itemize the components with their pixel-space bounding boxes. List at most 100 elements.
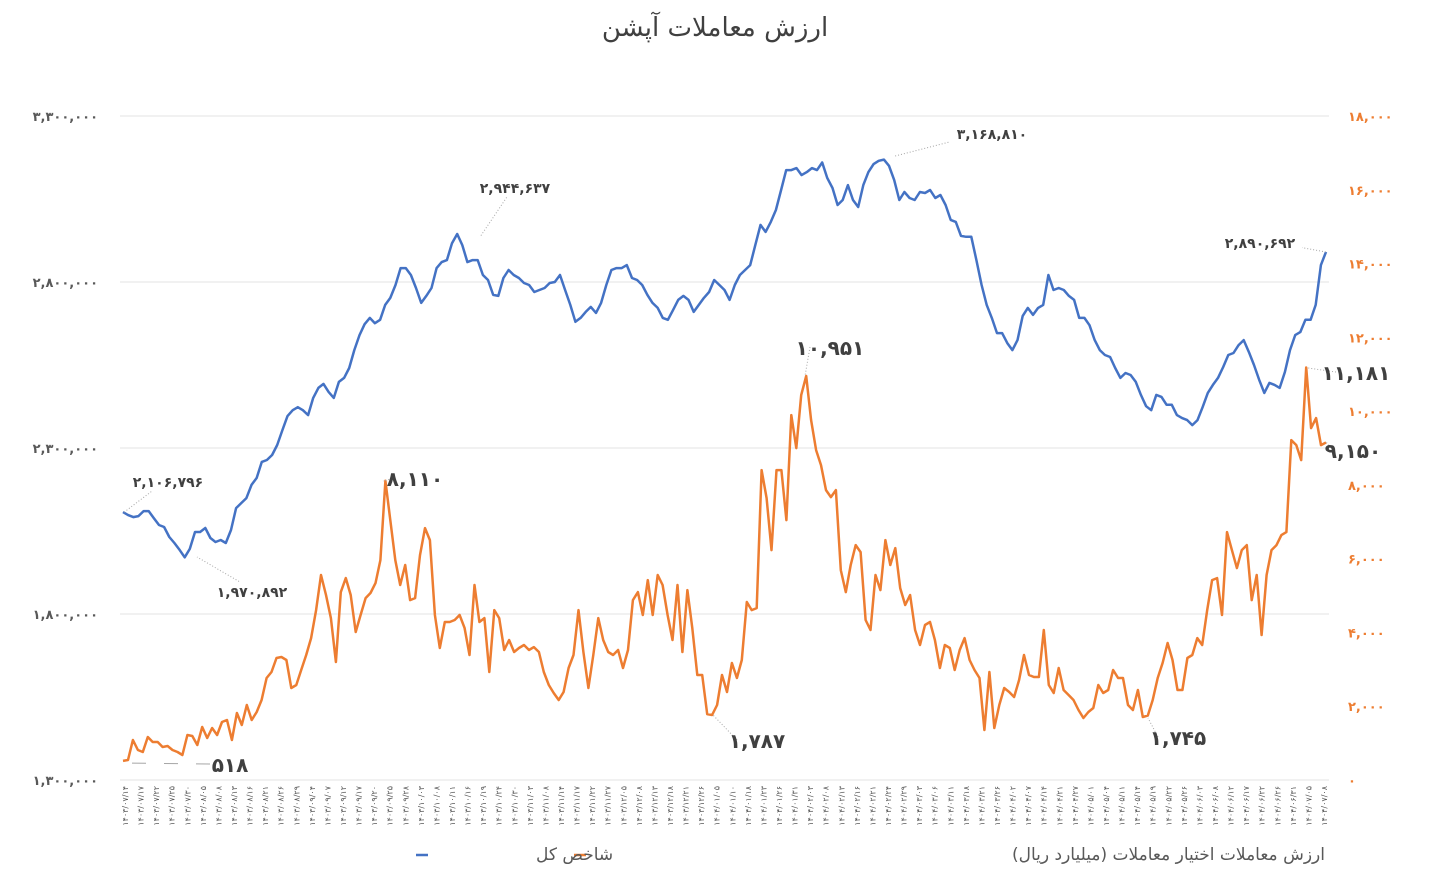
- data-label-bg: [126, 472, 210, 491]
- x-tick-label: ۱۴۰۴/۰۲/۲۹: [900, 786, 909, 826]
- x-tick-label: ۱۴۰۴/۰۵/۲۶: [1180, 786, 1189, 826]
- x-tick-label: ۱۴۰۴/۰۴/۱۴: [1040, 786, 1049, 826]
- x-tick-label: ۱۴۰۳/۱۱/۰۸: [541, 785, 550, 825]
- data-label-option-value: ۹,۱۵۰: [1325, 439, 1381, 463]
- x-tick-label: ۱۴۰۴/۰۳/۰۶: [931, 786, 940, 826]
- data-label-option-value: ۱۰,۹۵۱: [796, 336, 865, 360]
- data-label-option-value: ۱,۷۴۵: [1150, 726, 1206, 750]
- data-labels: ۲,۱۰۶,۷۹۶ ۱,۹۷۰,۸۹۲ ۲,۹۴۴,۶۳۷ ۳,۱۶۸,۸۱۰ ۲,۸۹…: [122, 124, 1391, 777]
- left-tick-label: ۲,۸۰۰,۰۰۰: [33, 276, 98, 291]
- x-tick-label: ۱۴۰۴/۰۵/۱۱: [1118, 786, 1127, 826]
- legend-label-index: شاخص کل: [536, 845, 613, 865]
- x-tick-label: ۱۴۰۳/۰۷/۱۴: [121, 786, 130, 826]
- x-tick-label: ۱۴۰۳/۰۸/۱۳: [230, 785, 239, 825]
- x-tick-label: ۱۴۰۴/۰۱/۳۱: [791, 786, 800, 826]
- right-tick-label: ۴,۰۰۰: [1348, 626, 1385, 641]
- x-tick-label: ۱۴۰۴/۰۲/۲۱: [868, 786, 877, 826]
- x-tick-label: ۱۴۰۳/۰۹/۰۷: [323, 785, 332, 825]
- x-tick-label: ۱۴۰۴/۰۵/۱۹: [1149, 786, 1158, 826]
- gridlines: [120, 115, 1329, 781]
- data-label-option-value: ۱۱,۱۸۱: [1322, 361, 1391, 385]
- x-tick-label: ۱۴۰۴/۰۳/۲۶: [993, 786, 1002, 826]
- x-tick-label: ۱۴۰۳/۱۲/۰۵: [619, 786, 628, 826]
- x-tick-label: ۱۴۰۴/۰۴/۲۷: [1071, 785, 1080, 825]
- x-tick-label: ۱۴۰۳/۰۹/۲۵: [386, 786, 395, 826]
- data-label-option-value: ۱,۷۸۷: [729, 729, 785, 753]
- x-tick-label: ۱۴۰۳/۱۰/۱۱: [448, 786, 457, 826]
- x-tick-label: ۱۴۰۴/۰۱/۱۸: [744, 785, 753, 825]
- x-tick-label: ۱۴۰۴/۰۴/۲۱: [1055, 786, 1064, 826]
- x-tick-label: ۱۴۰۳/۱۲/۲۶: [697, 786, 706, 826]
- x-tick-label: ۱۴۰۳/۰۷/۲۵: [168, 786, 177, 826]
- data-label-option-value: ۵۱۸: [212, 753, 249, 777]
- x-tick-label: ۱۴۰۴/۰۶/۱۷: [1242, 785, 1251, 825]
- right-tick-label: ۲,۰۰۰: [1348, 700, 1385, 715]
- left-tick-label: ۳,۳۰۰,۰۰۰: [33, 110, 98, 125]
- right-tick-label: ۶,۰۰۰: [1348, 553, 1385, 568]
- x-tick-label: ۱۴۰۳/۱۰/۱۹: [479, 786, 488, 826]
- x-tick-label: ۱۴۰۴/۰۶/۳۱: [1289, 786, 1298, 826]
- x-tick-label: ۱۴۰۳/۱۱/۲۷: [604, 785, 613, 825]
- series-group: [122, 158, 1328, 763]
- x-tick-label: ۱۴۰۴/۰۱/۲۶: [775, 786, 784, 826]
- x-tick-label: ۱۴۰۴/۰۴/۰۲: [1009, 786, 1018, 826]
- data-label-leader: [1147, 717, 1159, 738]
- x-tick-label: ۱۴۰۳/۱۲/۰۸: [635, 785, 644, 825]
- x-tick-label: ۱۴۰۳/۰۹/۱۷: [355, 785, 364, 825]
- x-tick-label: ۱۴۰۴/۰۶/۲۲: [1258, 786, 1267, 826]
- x-tick-label: ۱۴۰۳/۱۰/۱۶: [464, 786, 473, 826]
- legend-label-option-value: ارزش معاملات اختیار معاملات (میلیارد ریا…: [1012, 845, 1325, 865]
- right-axis: ۰ ۲,۰۰۰ ۴,۰۰۰ ۶,۰۰۰ ۸,۰۰۰ ۱۰,۰۰۰ ۱۲,۰۰۰ ۱۴,۰۰۰ ۱…: [1348, 110, 1393, 789]
- data-label-leader: [804, 346, 811, 377]
- x-tick-label: ۱۴۰۳/۱۲/۱۳: [650, 785, 659, 825]
- x-tick-label: ۱۴۰۴/۰۱/۰۵: [713, 786, 722, 826]
- x-tick-label: ۱۴۰۳/۰۹/۰۴: [308, 786, 317, 826]
- x-tick-label: ۱۴۰۳/۱۲/۱۸: [666, 785, 675, 825]
- data-label-index: ۳,۱۶۸,۸۱۰: [957, 127, 1027, 143]
- x-tick-label: ۱۴۰۳/۰۸/۲۶: [277, 786, 286, 826]
- data-label-bg: [210, 582, 294, 601]
- x-tick-label: ۱۴۰۴/۰۲/۰۳: [806, 785, 815, 825]
- x-tick-label: ۱۴۰۴/۰۲/۲۴: [884, 786, 893, 826]
- x-tick-label: ۱۴۰۴/۰۷/۰۸: [1320, 785, 1329, 825]
- x-tick-label: ۱۴۰۴/۰۵/۰۱: [1086, 786, 1095, 826]
- right-tick-label: ۱۴,۰۰۰: [1348, 258, 1393, 273]
- x-tick-label: ۱۴۰۴/۰۶/۰۳: [1195, 785, 1204, 825]
- x-tick-label: ۱۴۰۳/۱۰/۳۰: [510, 786, 519, 826]
- data-label-bg: [1218, 233, 1302, 252]
- x-tick-label: ۱۴۰۴/۰۶/۲۶: [1273, 786, 1282, 826]
- x-tick-label: ۱۴۰۴/۰۵/۲۲: [1164, 786, 1173, 826]
- x-tick-label: ۱۴۰۴/۰۷/۰۵: [1304, 786, 1313, 826]
- data-label-index: ۲,۹۴۴,۶۳۷: [480, 181, 551, 197]
- x-tick-label: ۱۴۰۳/۱۲/۲۱: [682, 786, 691, 826]
- x-tick-label: ۱۴۰۳/۱۱/۲۲: [588, 786, 597, 826]
- x-tick-label: ۱۴۰۳/۰۹/۱۲: [339, 786, 348, 826]
- x-tick-label: ۱۴۰۳/۰۷/۱۷: [137, 785, 146, 825]
- data-label-leader: [122, 762, 211, 765]
- right-tick-label: ۱۸,۰۰۰: [1348, 110, 1393, 125]
- right-tick-label: ۸,۰۰۰: [1348, 479, 1385, 494]
- x-tick-label: ۱۴۰۴/۰۱/۱۰: [728, 786, 737, 826]
- x-tick-label: ۱۴۰۳/۱۱/۱۷: [573, 785, 582, 825]
- x-tick-label: ۱۴۰۴/۰۲/۱۶: [853, 786, 862, 826]
- x-tick-label: ۱۴۰۴/۰۲/۱۳: [837, 785, 846, 825]
- x-axis: ۱۴۰۳/۰۷/۱۴ ۱۴۰۳/۰۷/۱۷ ۱۴۰۳/۰۷/۲۲ ۱۴۰۳/۰۷/۲۵…: [121, 785, 1329, 825]
- x-tick-label: ۱۴۰۴/۰۶/۰۸: [1211, 785, 1220, 825]
- data-label-option-value: ۸,۱۱۰: [387, 467, 443, 491]
- x-tick-label: ۱۴۰۴/۰۳/۰۳: [915, 785, 924, 825]
- x-tick-label: ۱۴۰۳/۱۰/۰۳: [417, 785, 426, 825]
- series-line-index: [122, 158, 1328, 559]
- data-label-index: ۲,۸۹۰,۶۹۲: [1225, 236, 1296, 252]
- x-tick-label: ۱۴۰۳/۱۱/۰۳: [526, 785, 535, 825]
- x-tick-label: ۱۴۰۳/۰۸/۰۵: [199, 786, 208, 826]
- x-tick-label: ۱۴۰۳/۰۷/۲۲: [152, 786, 161, 826]
- x-tick-label: ۱۴۰۳/۱۰/۲۴: [495, 786, 504, 826]
- right-tick-label: ۰: [1348, 774, 1356, 789]
- data-label-index: ۲,۱۰۶,۷۹۶: [133, 475, 203, 491]
- series-line-option-value: [122, 366, 1327, 763]
- data-label-leader: [382, 477, 396, 482]
- right-tick-label: ۱۶,۰۰۰: [1348, 184, 1393, 199]
- x-tick-label: ۱۴۰۴/۰۶/۱۲: [1227, 786, 1236, 826]
- left-axis: ۱,۳۰۰,۰۰۰ ۱,۸۰۰,۰۰۰ ۲,۳۰۰,۰۰۰ ۲,۸۰۰,۰۰۰ ۳,۳۰…: [33, 110, 98, 789]
- x-tick-label: ۱۴۰۳/۰۸/۰۸: [214, 785, 223, 825]
